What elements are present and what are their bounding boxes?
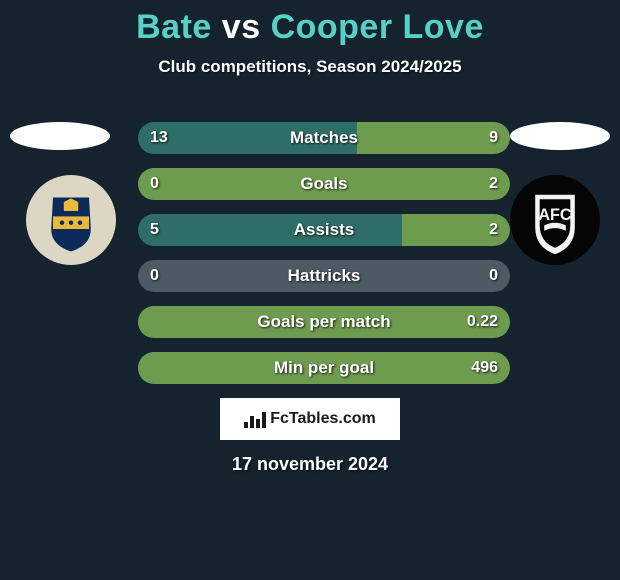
stat-value-player2: 9: [489, 122, 498, 154]
stat-label: Goals: [138, 168, 510, 200]
vs-text: vs: [222, 8, 261, 46]
player2-club-crest: AFC: [510, 175, 600, 265]
stat-row: Assists5 2: [138, 214, 510, 246]
stat-label: Hattricks: [138, 260, 510, 292]
stat-value-player2: 0: [489, 260, 498, 292]
stat-row: Matches13 9: [138, 122, 510, 154]
stat-value-player2: 496: [471, 352, 498, 384]
player1-name: Bate: [136, 8, 212, 46]
branding-box: FcTables.com: [220, 398, 400, 440]
stat-value-player2: 0.22: [467, 306, 498, 338]
chart-icon: [244, 410, 266, 428]
stat-label: Matches: [138, 122, 510, 154]
stat-row: Goals per match0.22: [138, 306, 510, 338]
date-text: 17 november 2024: [0, 454, 620, 475]
player2-name: Cooper Love: [271, 8, 484, 46]
stat-row: Goals0 2: [138, 168, 510, 200]
stat-row: Hattricks0 0: [138, 260, 510, 292]
stat-value-player1: 0: [150, 168, 159, 200]
stat-value-player2: 2: [489, 214, 498, 246]
stat-value-player2: 2: [489, 168, 498, 200]
player1-avatar-placeholder: [10, 122, 110, 150]
svg-text:AFC: AFC: [538, 206, 572, 224]
subtitle: Club competitions, Season 2024/2025: [0, 57, 620, 77]
branding-text: FcTables.com: [270, 410, 376, 428]
player2-avatar-placeholder: [510, 122, 610, 150]
comparison-title: Bate vs Cooper Love: [0, 0, 620, 47]
stat-label: Goals per match: [138, 306, 510, 338]
player1-club-crest: [26, 175, 116, 265]
stats-bars: Matches139Goals02Assists52Hattricks00Goa…: [138, 122, 510, 398]
stat-value-player1: 13: [150, 122, 168, 154]
stat-value-player1: 0: [150, 260, 159, 292]
stat-row: Min per goal496: [138, 352, 510, 384]
stat-label: Assists: [138, 214, 510, 246]
stat-label: Min per goal: [138, 352, 510, 384]
stat-value-player1: 5: [150, 214, 159, 246]
